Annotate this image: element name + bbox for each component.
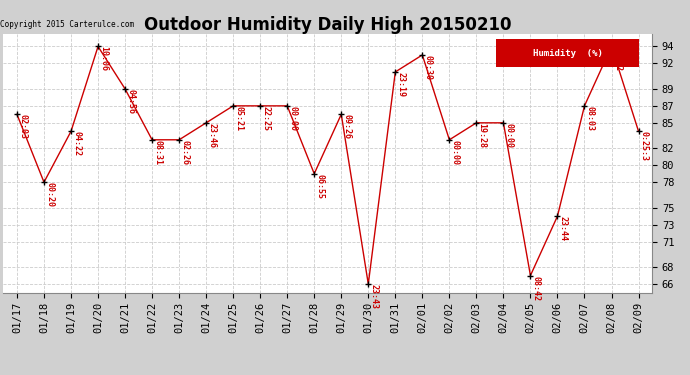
- Text: 19:28: 19:28: [477, 123, 486, 148]
- Text: 23:43: 23:43: [370, 284, 379, 309]
- Text: 22:25: 22:25: [262, 106, 270, 131]
- Text: 08:42: 08:42: [532, 276, 541, 300]
- Text: Copyright 2015 Carterulce.com: Copyright 2015 Carterulce.com: [0, 20, 135, 28]
- Text: 00:20: 00:20: [46, 182, 55, 207]
- Text: 09:26: 09:26: [343, 114, 352, 140]
- Text: 04:56: 04:56: [126, 89, 135, 114]
- Text: 23:46: 23:46: [208, 123, 217, 148]
- Text: 00:30: 00:30: [424, 55, 433, 80]
- Text: 11:12: 11:12: [613, 46, 622, 72]
- Text: 00:00: 00:00: [505, 123, 514, 148]
- Title: Outdoor Humidity Daily High 20150210: Outdoor Humidity Daily High 20150210: [144, 16, 511, 34]
- Text: 08:31: 08:31: [153, 140, 162, 165]
- Text: 0:25:3: 0:25:3: [640, 131, 649, 161]
- Text: 23:19: 23:19: [397, 72, 406, 97]
- Text: 06:55: 06:55: [315, 174, 324, 199]
- Text: 05:21: 05:21: [235, 106, 244, 131]
- Text: 02:26: 02:26: [181, 140, 190, 165]
- Text: 08:03: 08:03: [586, 106, 595, 131]
- Text: 04:22: 04:22: [72, 131, 81, 156]
- Text: 10:06: 10:06: [99, 46, 108, 72]
- Text: 23:44: 23:44: [559, 216, 568, 241]
- Text: 02:03: 02:03: [19, 114, 28, 140]
- Text: 00:00: 00:00: [288, 106, 297, 131]
- Text: 00:00: 00:00: [451, 140, 460, 165]
